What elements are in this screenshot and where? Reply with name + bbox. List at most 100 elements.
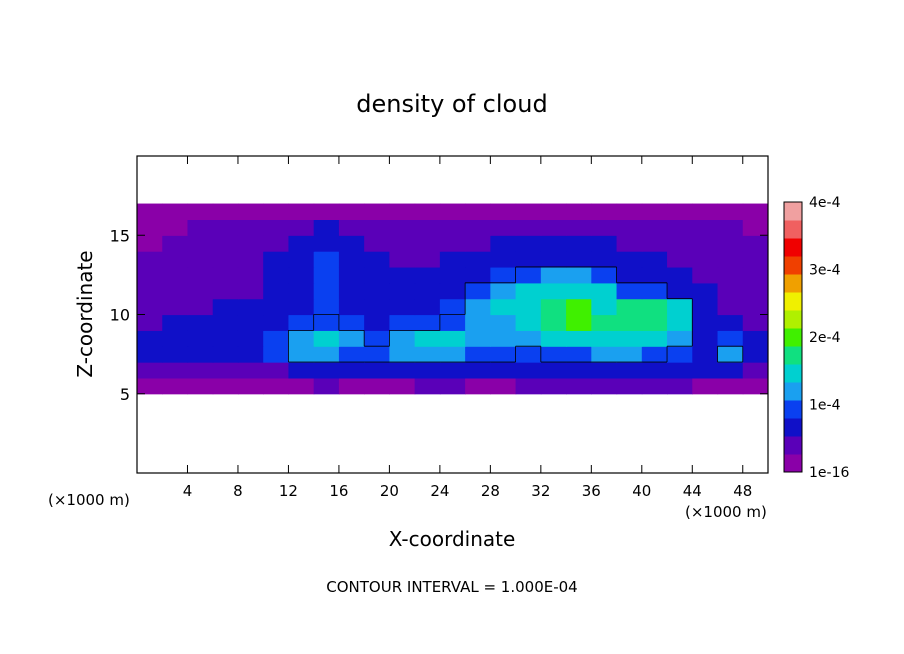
heatmap-cell <box>465 235 491 252</box>
heatmap-cell <box>465 266 491 284</box>
colorbar-tick-label: 2e-4 <box>809 330 841 346</box>
heatmap-cell <box>490 219 517 236</box>
heatmap-cell <box>641 219 668 236</box>
heatmap-cell <box>439 282 466 300</box>
heatmap-cell <box>616 235 643 252</box>
heatmap-cell <box>515 314 542 331</box>
heatmap-cell <box>237 298 264 316</box>
heatmap-cell <box>540 330 567 347</box>
heatmap-cell <box>137 203 163 220</box>
heatmap-cell <box>338 266 365 284</box>
heatmap-cell <box>515 298 542 316</box>
heatmap-cell <box>414 377 441 395</box>
heatmap-cell <box>313 362 340 379</box>
colorbar-swatch <box>784 346 802 365</box>
heatmap-cell <box>263 251 290 268</box>
heatmap-cell <box>237 314 264 331</box>
heatmap-cell <box>692 282 719 300</box>
colorbar-swatch <box>784 418 802 437</box>
heatmap-cell <box>717 235 744 252</box>
heatmap-cell <box>742 330 768 347</box>
heatmap-cell <box>566 203 592 220</box>
heatmap-cell <box>667 377 693 395</box>
colorbar-swatch <box>784 256 802 275</box>
heatmap-cell <box>742 314 768 331</box>
heatmap-cell <box>591 235 618 252</box>
heatmap-cell <box>616 314 643 331</box>
heatmap-cell <box>742 362 768 379</box>
heatmap-cell <box>490 330 517 347</box>
heatmap-cell <box>591 266 618 284</box>
heatmap-cell <box>237 251 264 268</box>
heatmap-cell <box>162 377 189 395</box>
heatmap-cell <box>692 266 719 284</box>
heatmap-cell <box>591 219 618 236</box>
heatmap-cell <box>465 203 491 220</box>
x-tick-label: 12 <box>279 482 298 500</box>
heatmap-cell <box>212 266 239 284</box>
heatmap-cell <box>263 346 290 363</box>
heatmap-cell <box>263 314 290 331</box>
colorbar-swatch <box>784 454 802 473</box>
heatmap-cell <box>414 251 441 268</box>
x-unit-right: (×1000 m) <box>685 503 767 521</box>
heatmap-cell <box>137 266 163 284</box>
heatmap-cell <box>717 266 744 284</box>
heatmap-cell <box>566 377 592 395</box>
heatmap-cell <box>313 330 340 347</box>
colorbar-ticks: 1e-16 1e-4 2e-4 3e-4 4e-4 <box>809 195 849 481</box>
heatmap-cell <box>364 251 390 268</box>
heatmap-cell <box>717 219 744 236</box>
x-tick-label: 48 <box>733 482 752 500</box>
heatmap-cell <box>389 298 416 316</box>
heatmap-cell <box>414 330 441 347</box>
heatmap-cell <box>667 219 693 236</box>
y-tick-label: 15 <box>110 226 130 245</box>
heatmap-cell <box>187 235 214 252</box>
heatmap-cell <box>364 346 390 363</box>
heatmap-cell <box>288 219 315 236</box>
heatmap-cell <box>591 314 618 331</box>
heatmap-cell <box>338 346 365 363</box>
y-tick-label: 10 <box>110 306 130 325</box>
heatmap-cell <box>490 346 517 363</box>
heatmap-cell <box>237 219 264 236</box>
heatmap-cell <box>540 362 567 379</box>
heatmap-cell <box>667 282 693 300</box>
heatmap-cell <box>237 346 264 363</box>
heatmap-cell <box>313 314 340 331</box>
heatmap-cell <box>237 330 264 347</box>
heatmap-cell <box>263 203 290 220</box>
x-tick-label: 20 <box>380 482 399 500</box>
heatmap-cell <box>616 362 643 379</box>
colorbar-swatch <box>784 292 802 311</box>
heatmap-cell <box>288 346 315 363</box>
heatmap-cell <box>237 282 264 300</box>
heatmap-cell <box>364 266 390 284</box>
heatmap-cell <box>465 282 491 300</box>
heatmap-cell <box>566 330 592 347</box>
colorbar-swatch <box>784 328 802 347</box>
heatmap-cell <box>212 330 239 347</box>
heatmap-cell <box>667 203 693 220</box>
heatmap-cell <box>439 314 466 331</box>
heatmap-cell <box>338 377 365 395</box>
heatmap-cell <box>465 362 491 379</box>
heatmap-cell <box>212 314 239 331</box>
heatmap-cell <box>288 203 315 220</box>
heatmap-cell <box>212 203 239 220</box>
heatmap-cell <box>540 266 567 284</box>
heatmap-cell <box>162 282 189 300</box>
x-tick-label: 44 <box>683 482 702 500</box>
heatmap-cell <box>717 346 744 363</box>
heatmap-cell <box>288 362 315 379</box>
heatmap-cell <box>591 346 618 363</box>
heatmap-cell <box>162 266 189 284</box>
heatmap-cell <box>212 346 239 363</box>
heatmap-cell <box>313 235 340 252</box>
heatmap-cell <box>187 330 214 347</box>
heatmap-cell <box>692 235 719 252</box>
heatmap-cell <box>717 282 744 300</box>
heatmap-cell <box>566 251 592 268</box>
heatmap-cell <box>490 235 517 252</box>
